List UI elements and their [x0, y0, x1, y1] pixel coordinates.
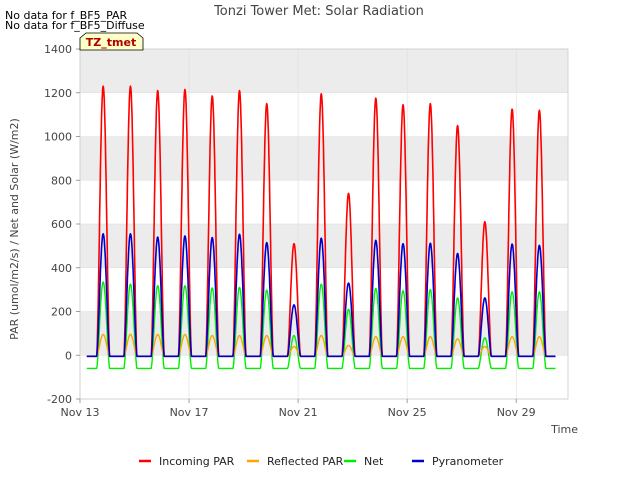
- x-tick-label: Nov 17: [170, 406, 209, 419]
- legend-label-incoming_par: Incoming PAR: [159, 455, 235, 468]
- x-tick-label: Nov 13: [61, 406, 100, 419]
- y-tick-label: 0: [65, 349, 72, 362]
- y-axis-label: PAR (umol/m2/s) / Net and Solar (W/m2): [8, 118, 21, 340]
- site-badge: TZ_tmet: [79, 32, 144, 51]
- site-badge-label: TZ_tmet: [86, 36, 136, 49]
- x-tick-label: Nov 25: [388, 406, 427, 419]
- legend: Incoming PAR Reflected PAR Net Pyranometer: [139, 455, 504, 468]
- site-badge-box: [79, 32, 144, 51]
- series-line-net: [86, 281, 556, 370]
- y-tick-label: 600: [51, 218, 72, 231]
- y-tick-label: 1400: [44, 43, 72, 56]
- x-tick-label: Nov 29: [497, 406, 536, 419]
- y-tick-label: 800: [51, 174, 72, 187]
- chart-title: Tonzi Tower Met: Solar Radiation: [213, 4, 424, 19]
- legend-label-net: Net: [364, 455, 384, 468]
- y-tick-label: 1200: [44, 87, 72, 100]
- x-axis: Nov 13 Nov 17 Nov 21 Nov 25 Nov 29: [61, 399, 536, 419]
- legend-label-reflected_par: Reflected PAR: [267, 455, 344, 468]
- y-axis: -200 0 200 400 600 800 1000 1200 1400: [44, 43, 80, 406]
- y-tick-label: 400: [51, 262, 72, 275]
- series-line-pyranometer: [86, 233, 557, 358]
- series-layer: [86, 85, 557, 370]
- y-tick-label: 1000: [44, 131, 72, 144]
- x-axis-label: Time: [550, 423, 578, 436]
- no-data-note-par: No data for f_BF5_PAR: [5, 9, 128, 22]
- y-tick-label: 200: [51, 306, 72, 319]
- x-tick-label: Nov 21: [279, 406, 318, 419]
- legend-label-pyranometer: Pyranometer: [432, 455, 504, 468]
- grid-band: [80, 49, 568, 93]
- y-tick-label: -200: [47, 393, 72, 406]
- no-data-note-diffuse: No data for f_BF5_Diffuse: [5, 19, 145, 32]
